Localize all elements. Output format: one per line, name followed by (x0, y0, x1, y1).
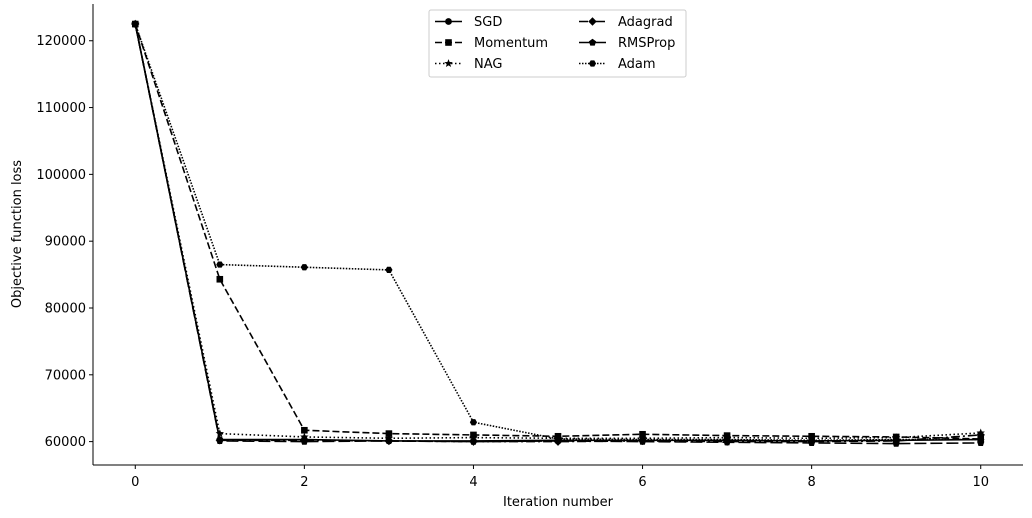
series-line-momentum (134, 23, 981, 440)
data-point-adam (808, 437, 816, 444)
legend-label-adagrad: Adagrad (618, 15, 673, 30)
series-line-adagrad (134, 23, 981, 443)
legend: SGD Momentum NAG Adagrad RMSProp Adam (428, 9, 687, 78)
data-point-nag (215, 429, 224, 438)
data-point-adam (638, 436, 647, 443)
legend-label-rmsprop: RMSProp (618, 36, 675, 51)
data-point-adam (131, 20, 139, 28)
legend-marker-adam (588, 60, 597, 67)
data-point-adam (216, 261, 224, 268)
y-tick-label: 80000 (45, 301, 86, 316)
data-point-momentum (216, 275, 224, 283)
series-line-sgd (134, 23, 981, 442)
legend-marker-nag (444, 59, 453, 68)
data-point-adam (977, 436, 985, 443)
y-tick-label: 70000 (45, 368, 86, 383)
data-point-nag (469, 433, 478, 442)
series-nag (131, 19, 985, 442)
y-tick-label: 110000 (36, 101, 86, 116)
x-tick-label: 10 (972, 475, 989, 490)
series-rmsprop (131, 20, 985, 447)
data-point-adam (554, 435, 562, 443)
legend-marker-momentum (445, 39, 452, 46)
data-point-adam (892, 436, 900, 443)
series-line-adam (134, 23, 981, 442)
series-adam (131, 20, 985, 444)
data-point-adam (469, 419, 478, 426)
y-tick-label: 90000 (45, 235, 86, 250)
data-point-rmsprop (385, 437, 393, 445)
data-point-rmsprop (216, 437, 224, 445)
y-axis-label: Objective function loss (10, 160, 25, 308)
axes: 0 2 4 6 8 10 60000 70000 80000 90000 100000 110000 1… (36, 4, 1023, 490)
y-tick-label: 120000 (36, 34, 86, 49)
data-point-rmsprop (469, 437, 478, 445)
y-tick-label: 100000 (36, 168, 86, 183)
legend-label-momentum: Momentum (474, 36, 548, 51)
y-tick-label: 60000 (45, 435, 86, 450)
data-point-adam (723, 436, 731, 443)
series-adagrad (131, 19, 985, 446)
series-momentum (131, 20, 985, 443)
legend-label-sgd: SGD (474, 15, 502, 30)
legend-box (428, 9, 687, 78)
legend-label-nag: NAG (474, 57, 502, 72)
data-point-rmsprop (300, 437, 308, 445)
data-point-adam (385, 266, 393, 274)
data-point-adam (300, 264, 308, 271)
legend-label-adam: Adam (618, 57, 656, 72)
data-point-momentum (301, 426, 308, 434)
legend-marker-adagrad (588, 17, 597, 26)
x-tick-label: 2 (300, 475, 308, 490)
series-layer (131, 19, 985, 447)
x-tick-label: 6 (638, 475, 646, 490)
x-tick-label: 4 (469, 475, 477, 490)
series-line-rmsprop (134, 23, 981, 445)
legend-marker-sgd (445, 18, 452, 25)
x-tick-label: 8 (807, 475, 815, 490)
data-point-momentum (385, 430, 393, 437)
x-axis-label: Iteration number (503, 495, 614, 510)
legend-marker-rmsprop (588, 38, 597, 46)
x-tick-label: 0 (131, 475, 139, 490)
series-line-nag (134, 23, 981, 440)
series-sgd (131, 20, 985, 445)
